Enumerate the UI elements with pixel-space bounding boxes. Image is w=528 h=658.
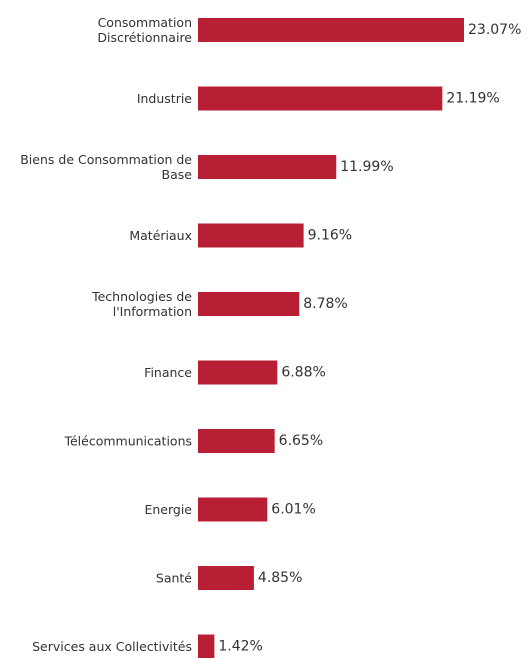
- bar-4: [198, 292, 300, 316]
- bar-5: [198, 360, 278, 385]
- category-label-4-line-0: Technologies de: [91, 289, 192, 304]
- value-label-2: 11.99%: [340, 159, 393, 175]
- value-labels: 23.07% 21.19% 11.99% 9.16% 8.78% 6.88% 6.65% 6.…: [218, 22, 521, 655]
- category-label-8-line-0: Santé: [156, 571, 192, 586]
- value-label-7: 6.01%: [271, 502, 315, 518]
- bar-2: [198, 155, 337, 179]
- category-label-5-line-0: Finance: [144, 365, 192, 380]
- bar-3: [198, 223, 304, 248]
- category-label-1-line-0: Industrie: [137, 91, 192, 106]
- value-label-5: 6.88%: [281, 365, 325, 381]
- category-label-0-line-0: Consommation: [98, 15, 192, 30]
- bars: [198, 18, 464, 658]
- value-label-8: 4.85%: [258, 570, 302, 586]
- bar-7: [198, 497, 268, 522]
- category-label-2-line-1: Base: [162, 167, 193, 182]
- value-label-6: 6.65%: [279, 433, 323, 449]
- category-label-0: Consommation Discrétionnaire: [97, 15, 192, 45]
- category-label-3: Matériaux: [129, 228, 192, 243]
- value-label-3: 9.16%: [308, 228, 352, 244]
- category-label-7: Energie: [144, 502, 192, 517]
- value-label-1: 21.19%: [446, 91, 499, 107]
- category-label-2-line-0: Biens de Consommation de: [20, 152, 192, 167]
- category-label-5: Finance: [144, 365, 192, 380]
- category-label-8: Santé: [156, 571, 192, 586]
- category-label-2: Biens de Consommation de Base: [20, 152, 192, 182]
- category-label-9: Services aux Collectivités: [32, 639, 192, 654]
- bar-9: [198, 634, 215, 658]
- category-label-4: Technologies de l'Information: [91, 289, 192, 319]
- category-label-3-line-0: Matériaux: [129, 228, 192, 243]
- bar-0: [198, 18, 464, 42]
- bar-8: [198, 566, 254, 590]
- category-label-4-line-1: l'Information: [113, 304, 192, 319]
- category-label-0-line-1: Discrétionnaire: [97, 30, 192, 45]
- bar-6: [198, 429, 275, 453]
- value-label-0: 23.07%: [468, 22, 521, 38]
- category-label-6: Télécommunications: [63, 434, 192, 449]
- category-label-9-line-0: Services aux Collectivités: [32, 639, 192, 654]
- value-label-9: 1.42%: [218, 639, 262, 655]
- category-label-6-line-0: Télécommunications: [63, 434, 192, 449]
- category-label-7-line-0: Energie: [144, 502, 192, 517]
- bar-1: [198, 86, 443, 111]
- category-label-1: Industrie: [137, 91, 192, 106]
- value-label-4: 8.78%: [303, 296, 347, 312]
- category-labels: Consommation Discrétionnaire Industrie Bien…: [20, 15, 192, 654]
